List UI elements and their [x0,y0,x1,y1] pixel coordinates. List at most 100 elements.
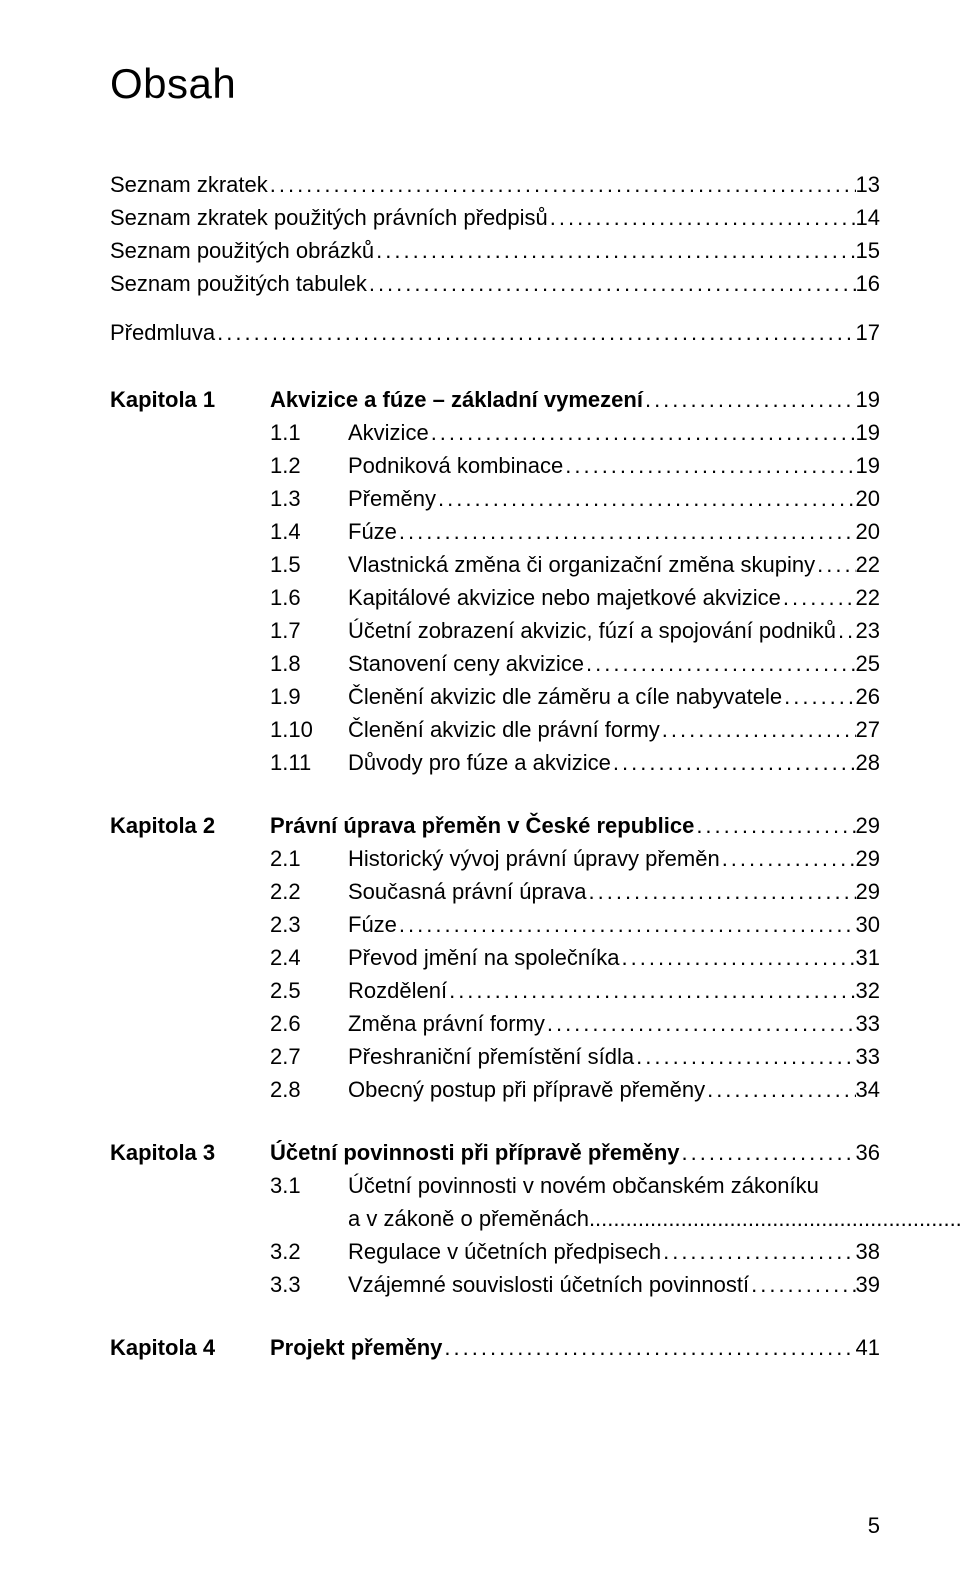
section-title: Vzájemné souvislosti účetních povinností [348,1268,749,1301]
section-number: 1.4 [270,515,348,548]
section-line: 2.1Historický vývoj právní úpravy přeměn… [110,842,880,875]
section-line: 1.9Členění akvizic dle záměru a cíle nab… [110,680,880,713]
section-line: 1.7Účetní zobrazení akvizic, fúzí a spoj… [110,614,880,647]
dot-leader: ........................................… [397,908,856,941]
front-matter-label: Seznam zkratek [110,168,268,201]
chapter-title: Právní úprava přeměn v České republice [270,809,694,842]
section-title-cont: a v zákoně o přeměnách [348,1202,589,1235]
section-title: Obecný postup při přípravě přeměny [348,1073,705,1106]
dot-leader: ........................................… [661,1235,855,1268]
section-title: Akvizice [348,416,429,449]
front-matter-line: Předmluva...............................… [110,316,880,349]
section-line: 1.6Kapitálové akvizice nebo majetkové ak… [110,581,880,614]
section-title: Vlastnická změna či organizační změna sk… [348,548,815,581]
section-line: 1.10Členění akvizic dle právní formy....… [110,713,880,746]
section-title: Účetní povinnosti v novém občanském záko… [348,1169,819,1202]
chapters-block: Kapitola 1Akvizice a fúze – základní vym… [110,383,880,1364]
section-page: 39 [856,1268,880,1301]
section-number: 3.3 [270,1268,348,1301]
dot-leader: ........................................… [429,416,856,449]
chapter-page: 36 [856,1136,880,1169]
dot-leader: ........................................… [680,1136,856,1169]
chapter-head: Kapitola 2Právní úprava přeměn v České r… [110,809,880,842]
section-page: 29 [856,875,880,908]
dot-leader: ........................................… [643,383,856,416]
section-line: 2.3Fúze.................................… [110,908,880,941]
dot-leader: ........................................… [587,875,856,908]
chapter-head: Kapitola 1Akvizice a fúze – základní vym… [110,383,880,416]
section-title: Fúze [348,908,397,941]
front-matter-label: Seznam zkratek použitých právních předpi… [110,201,548,234]
section-title: Důvody pro fúze a akvizice [348,746,611,779]
section-number: 1.1 [270,416,348,449]
section-line: 1.3Přeměny..............................… [110,482,880,515]
section-page: 34 [856,1073,880,1106]
section-number: 1.6 [270,581,348,614]
section-title: Přeshraniční přemístění sídla [348,1040,634,1073]
chapter-title: Akvizice a fúze – základní vymezení [270,383,643,416]
section-line: 1.8Stanovení ceny akvizice..............… [110,647,880,680]
dot-leader: ........................................… [563,449,855,482]
chapter-title: Účetní povinnosti při přípravě přeměny [270,1136,680,1169]
page-title: Obsah [110,60,880,108]
chapter-label: Kapitola 4 [110,1331,270,1364]
section-page: 19 [856,449,880,482]
section-title: Regulace v účetních předpisech [348,1235,661,1268]
chapter-block: Kapitola 4Projekt přeměny...............… [110,1331,880,1364]
section-number: 1.9 [270,680,348,713]
chapter-head: Kapitola 4Projekt přeměny...............… [110,1331,880,1364]
section-page: 23 [856,614,880,647]
section-page: 22 [856,581,880,614]
dot-leader: ........................................… [634,1040,855,1073]
section-page: 32 [856,974,880,1007]
section-page: 26 [856,680,880,713]
section-title: Podniková kombinace [348,449,563,482]
section-page: 22 [856,548,880,581]
section-number: 2.2 [270,875,348,908]
dot-leader: ........................................… [447,974,855,1007]
chapter-title: Projekt přeměny [270,1331,442,1364]
section-page: 33 [856,1040,880,1073]
section-line: 3.1Účetní povinnosti v novém občanském z… [110,1169,880,1202]
dot-leader: ........................................… [694,809,855,842]
section-title: Členění akvizic dle záměru a cíle nabyva… [348,680,782,713]
section-page: 33 [856,1007,880,1040]
front-matter-line: Seznam použitých obrázků................… [110,234,880,267]
section-title: Přeměny [348,482,436,515]
chapter-block: Kapitola 1Akvizice a fúze – základní vym… [110,383,880,779]
front-matter-page: 14 [856,201,880,234]
dot-leader: ........................................… [836,614,856,647]
front-matter-page: 15 [856,234,880,267]
section-title: Stanovení ceny akvizice [348,647,584,680]
section-line: 1.1Akvizice.............................… [110,416,880,449]
section-title: Převod jmění na společníka [348,941,620,974]
section-number: 1.11 [270,746,348,779]
dot-leader: ........................................… [620,941,856,974]
section-line: 2.7Přeshraniční přemístění sídla........… [110,1040,880,1073]
dot-leader: ........................................… [442,1331,855,1364]
section-line: 1.2Podniková kombinace..................… [110,449,880,482]
section-title: Členění akvizic dle právní formy [348,713,660,746]
dot-leader: ........................................… [584,647,855,680]
front-matter-label: Seznam použitých tabulek [110,267,367,300]
section-page: 20 [856,482,880,515]
chapter-label: Kapitola 1 [110,383,270,416]
section-number: 3.1 [270,1169,348,1202]
chapter-head: Kapitola 3Účetní povinnosti při přípravě… [110,1136,880,1169]
section-title: Fúze [348,515,397,548]
section-number: 1.2 [270,449,348,482]
dot-leader: ........................................… [545,1007,856,1040]
dot-leader: ........................................… [367,267,856,300]
chapter-label: Kapitola 2 [110,809,270,842]
section-number: 2.8 [270,1073,348,1106]
section-line: 3.2Regulace v účetních předpisech.......… [110,1235,880,1268]
section-page: 38 [856,1235,880,1268]
section-number: 1.10 [270,713,348,746]
section-line: 1.4Fúze.................................… [110,515,880,548]
section-title: Rozdělení [348,974,447,1007]
front-matter-label: Seznam použitých obrázků [110,234,374,267]
dot-leader: ........................................… [611,746,856,779]
section-number: 1.8 [270,647,348,680]
section-number: 2.5 [270,974,348,1007]
section-line: 3.3Vzájemné souvislosti účetních povinno… [110,1268,880,1301]
